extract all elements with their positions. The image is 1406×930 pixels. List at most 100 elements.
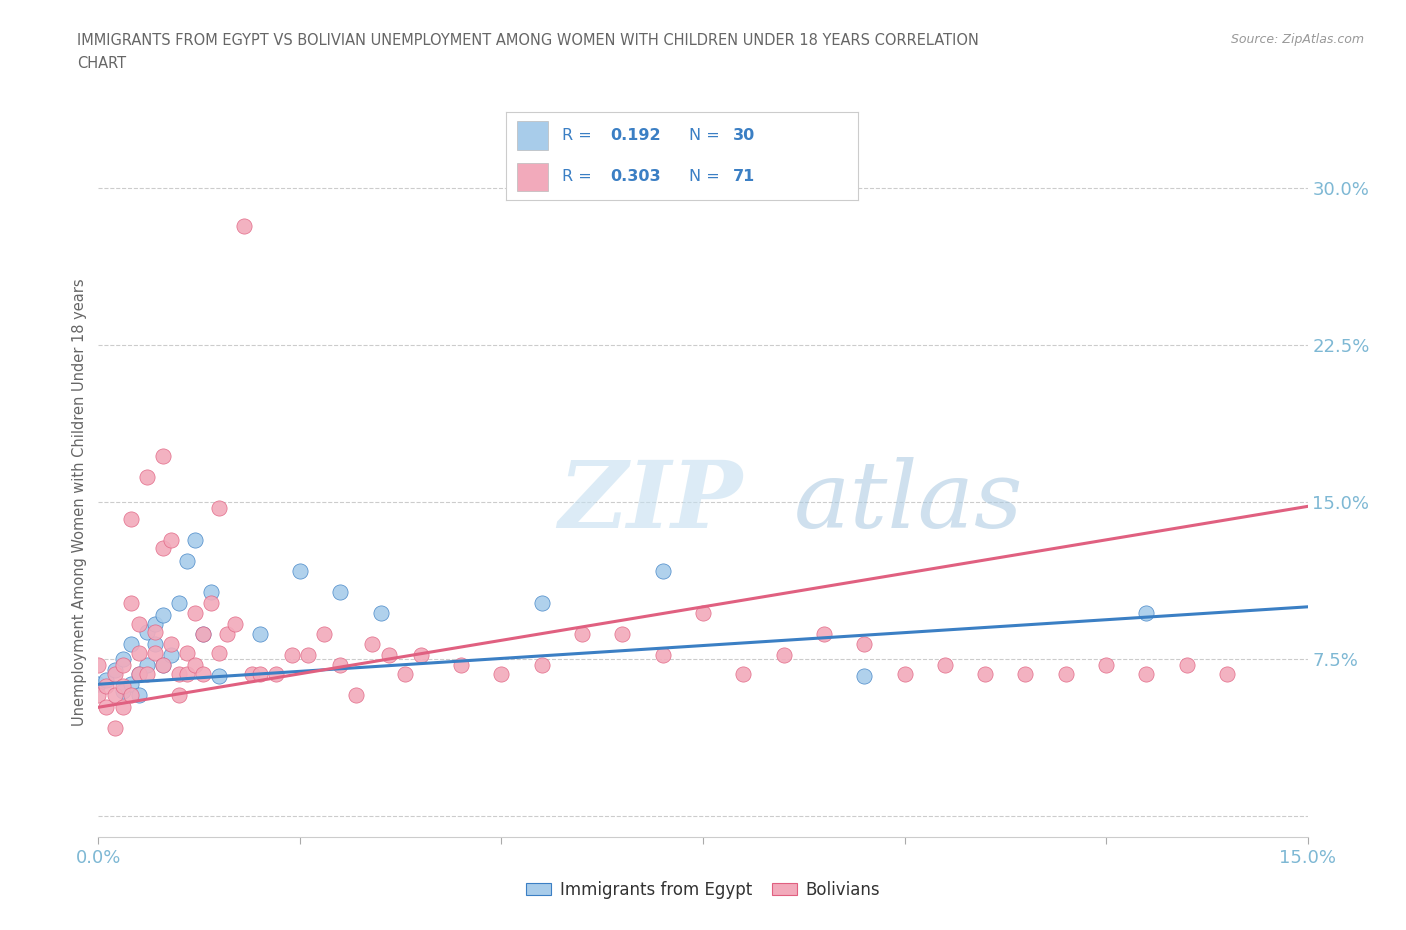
Text: 30: 30	[733, 128, 755, 143]
Point	[152, 608, 174, 623]
Text: N =: N =	[689, 128, 725, 143]
Text: 0.303: 0.303	[610, 169, 661, 184]
Point	[394, 666, 416, 681]
Point	[224, 617, 246, 631]
Point	[974, 666, 997, 681]
Point	[1175, 658, 1198, 673]
Point	[111, 683, 134, 698]
Point	[143, 625, 166, 640]
Point	[184, 532, 207, 547]
Point	[143, 617, 166, 631]
Point	[103, 721, 125, 736]
Point	[1216, 666, 1239, 681]
Point	[208, 501, 231, 516]
Point	[240, 666, 263, 681]
Point	[120, 637, 142, 652]
Point	[329, 658, 352, 673]
Point	[167, 595, 190, 610]
Point	[733, 666, 755, 681]
Point	[152, 449, 174, 464]
Point	[103, 662, 125, 677]
Legend: Immigrants from Egypt, Bolivians: Immigrants from Egypt, Bolivians	[520, 874, 886, 906]
Point	[103, 666, 125, 681]
Point	[208, 645, 231, 660]
Point	[813, 627, 835, 642]
Point	[1135, 666, 1157, 681]
Point	[167, 687, 190, 702]
Point	[128, 666, 150, 681]
Point	[96, 679, 118, 694]
Y-axis label: Unemployment Among Women with Children Under 18 years: Unemployment Among Women with Children U…	[72, 278, 87, 726]
Point	[135, 666, 157, 681]
Text: Source: ZipAtlas.com: Source: ZipAtlas.com	[1230, 33, 1364, 46]
Point	[111, 652, 134, 667]
Point	[128, 666, 150, 681]
Point	[377, 647, 399, 662]
Point	[193, 627, 215, 642]
Point	[692, 605, 714, 620]
Point	[409, 647, 432, 662]
Point	[111, 658, 134, 673]
Point	[329, 585, 352, 600]
Point	[893, 666, 915, 681]
Point	[612, 627, 634, 642]
Point	[217, 627, 239, 642]
Text: R =: R =	[562, 128, 598, 143]
Point	[571, 627, 593, 642]
Point	[152, 541, 174, 556]
Point	[1135, 605, 1157, 620]
Text: 0.192: 0.192	[610, 128, 661, 143]
Point	[530, 658, 553, 673]
Point	[1054, 666, 1077, 681]
Point	[249, 666, 271, 681]
Point	[160, 637, 183, 652]
Point	[934, 658, 956, 673]
Point	[249, 627, 271, 642]
Point	[120, 677, 142, 692]
Point	[87, 687, 110, 702]
Point	[103, 687, 125, 702]
Point	[176, 553, 198, 568]
Point	[184, 658, 207, 673]
Point	[120, 595, 142, 610]
Text: IMMIGRANTS FROM EGYPT VS BOLIVIAN UNEMPLOYMENT AMONG WOMEN WITH CHILDREN UNDER 1: IMMIGRANTS FROM EGYPT VS BOLIVIAN UNEMPL…	[77, 33, 979, 47]
Point	[96, 672, 118, 687]
Point	[281, 647, 304, 662]
Point	[208, 669, 231, 684]
Point	[232, 219, 254, 233]
Point	[772, 647, 794, 662]
Point	[160, 532, 183, 547]
Point	[314, 627, 336, 642]
Text: atlas: atlas	[793, 458, 1024, 547]
FancyBboxPatch shape	[517, 163, 548, 192]
Point	[200, 585, 222, 600]
Point	[152, 658, 174, 673]
Point	[135, 470, 157, 485]
Point	[87, 677, 110, 692]
Point	[370, 605, 392, 620]
Point	[193, 666, 215, 681]
Point	[651, 647, 673, 662]
Point	[288, 564, 311, 578]
Text: ZIP: ZIP	[558, 458, 742, 547]
Point	[152, 658, 174, 673]
Point	[193, 627, 215, 642]
Point	[1014, 666, 1036, 681]
Text: CHART: CHART	[77, 56, 127, 71]
Text: R =: R =	[562, 169, 598, 184]
Point	[651, 564, 673, 578]
Point	[120, 687, 142, 702]
Point	[264, 666, 287, 681]
Point	[135, 658, 157, 673]
Point	[128, 645, 150, 660]
Point	[128, 617, 150, 631]
Point	[1095, 658, 1118, 673]
Point	[176, 666, 198, 681]
Point	[853, 637, 876, 652]
Point	[111, 679, 134, 694]
Point	[96, 700, 118, 715]
Text: 71: 71	[733, 169, 755, 184]
Point	[143, 637, 166, 652]
Point	[450, 658, 472, 673]
Text: N =: N =	[689, 169, 725, 184]
